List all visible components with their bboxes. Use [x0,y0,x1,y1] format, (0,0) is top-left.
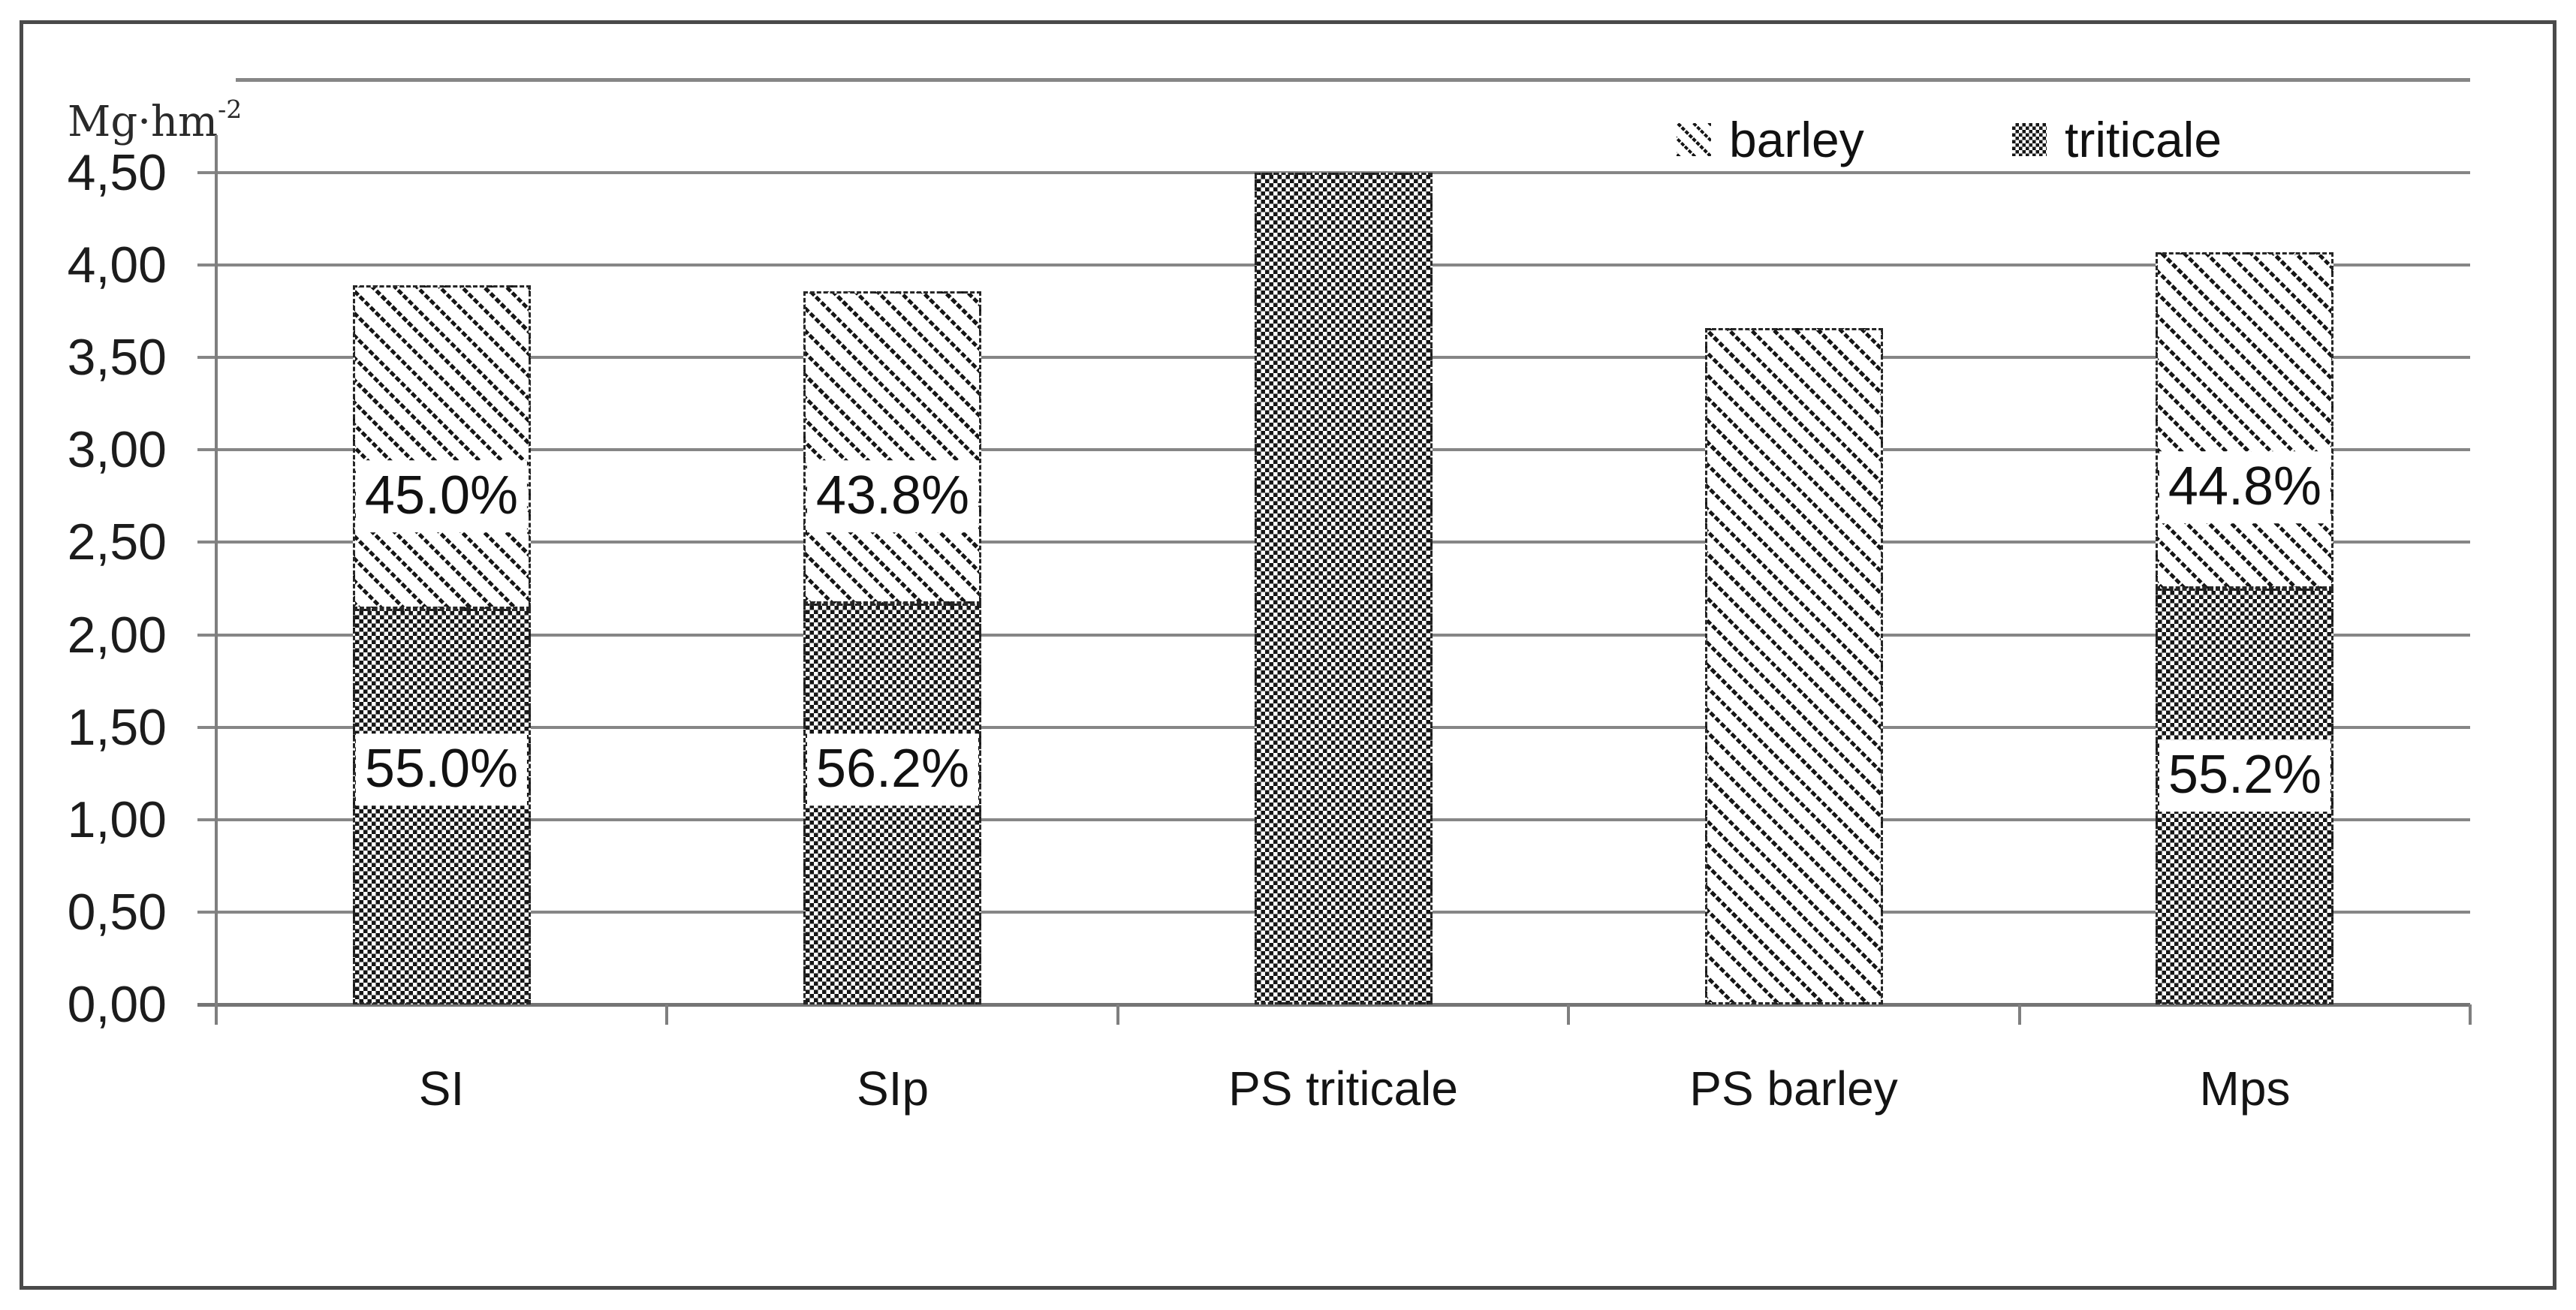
outer-border [20,20,2556,1290]
y-tick-label: 3,50 [67,329,167,386]
category-label: SI [418,1062,465,1116]
category-label: PS triticale [1228,1062,1458,1116]
y-tick-label: 1,00 [67,791,167,848]
y-tick-label: 2,00 [67,607,167,664]
legend-label-triticale: triticale [2065,112,2222,167]
y-axis-unit-text: Mg·hm [68,98,218,146]
y-tick-label: 4,00 [67,236,167,294]
category-label: PS barley [1689,1062,1898,1116]
bar-segment-triticale [353,609,531,1004]
y-tick-label: 3,00 [67,421,167,478]
segment-percent-label: 44.8% [2159,451,2331,523]
y-axis-line [215,135,218,1025]
legend-label-barley: barley [1729,112,1864,167]
bar-segment-barley [803,291,981,604]
segment-percent-label: 43.8% [806,460,979,532]
plot-top-border [236,78,2470,82]
y-axis-unit-exponent: -2 [218,95,243,125]
x-axis-line [197,1003,2470,1007]
y-tick-label: 4,50 [67,144,167,201]
legend-item-triticale: triticale [2012,112,2222,167]
segment-percent-label: 45.0% [355,460,528,532]
category-label: SIp [856,1062,929,1116]
legend-item-barley: barley [1677,112,1864,167]
y-tick-label: 1,50 [67,699,167,756]
y-tick-label: 2,50 [67,513,167,571]
bar-segment-barley [2156,252,2333,589]
segment-percent-label: 55.2% [2159,739,2331,812]
x-axis-tick [2469,1004,2472,1025]
y-tick-label: 0,50 [67,884,167,941]
x-axis-tick [1567,1004,1570,1025]
bar-segment-barley [353,285,531,609]
triticale-pattern-swatch-icon [2012,123,2047,156]
category-label: Mps [2199,1062,2291,1116]
bar-segment-barley [1705,328,1883,1004]
segment-percent-label: 56.2% [806,733,979,806]
x-axis-tick [665,1004,668,1025]
barley-pattern-swatch-icon [1677,123,1711,156]
x-axis-tick [1116,1004,1119,1025]
x-axis-tick [2018,1004,2021,1025]
bar-segment-triticale [1255,173,1433,1004]
segment-percent-label: 55.0% [355,733,528,806]
x-axis-tick [215,1004,218,1025]
y-tick-label: 0,00 [67,976,167,1033]
y-axis-unit-label: Mg·hm-2 [68,95,243,146]
